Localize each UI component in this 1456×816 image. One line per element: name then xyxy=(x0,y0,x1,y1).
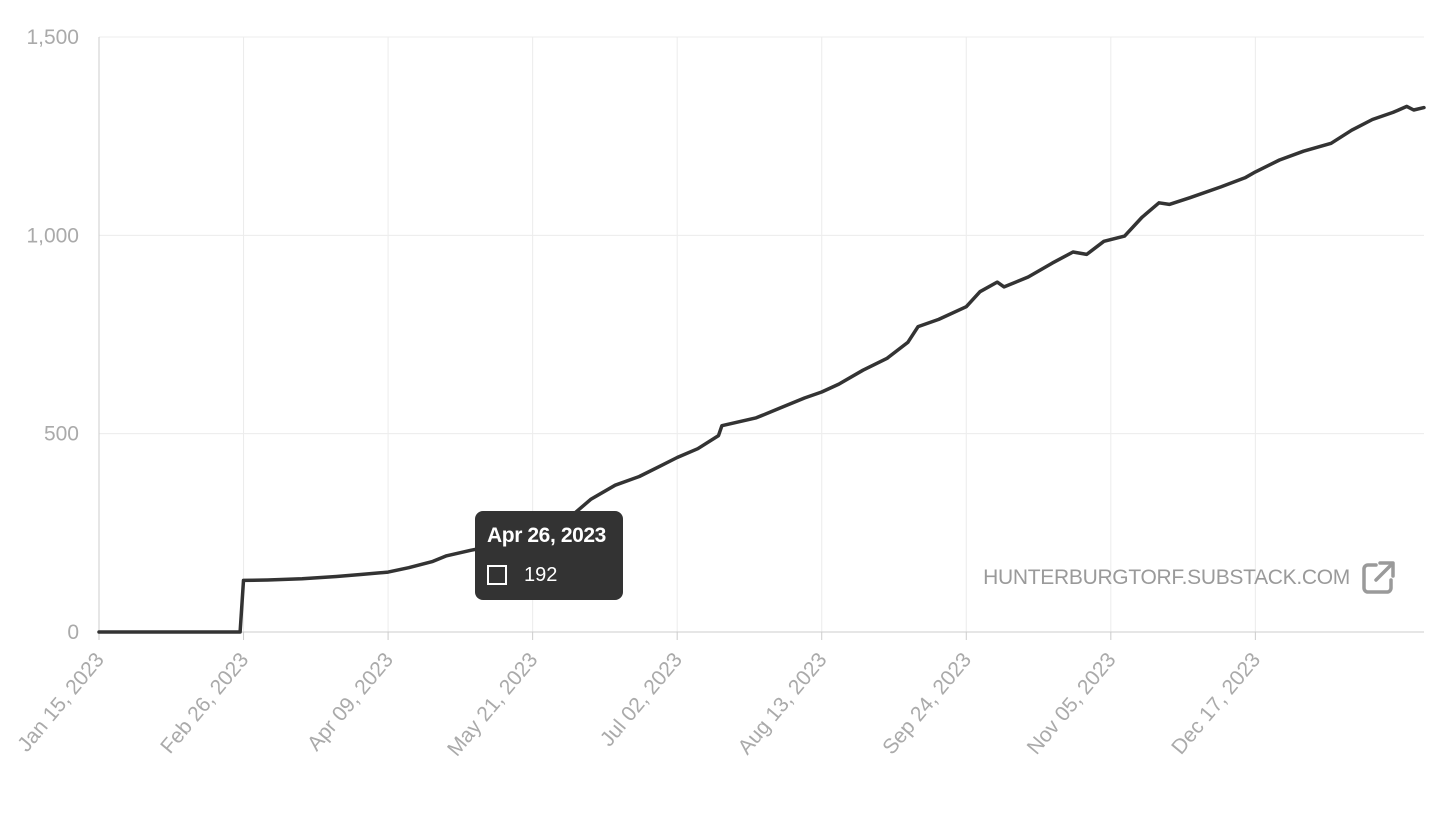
x-tick-label: Nov 05, 2023 xyxy=(1023,648,1121,758)
grid-lines xyxy=(99,36,1424,632)
series-group xyxy=(97,104,1426,634)
x-tick-label: May 21, 2023 xyxy=(443,648,542,760)
data-tooltip: Apr 26, 2023 192 xyxy=(475,511,623,600)
tooltip-date: Apr 26, 2023 xyxy=(487,524,606,547)
x-tick-label: Jan 15, 2023 xyxy=(13,648,109,756)
y-axis-ticks: 0 500 1,000 1,500 xyxy=(26,26,79,644)
x-tick-label: Dec 17, 2023 xyxy=(1167,648,1265,758)
source-link[interactable]: HUNTERBURGTORF.SUBSTACK.COM xyxy=(983,560,1396,596)
x-tick-label: Feb 26, 2023 xyxy=(156,648,253,758)
x-tick-label: Sep 24, 2023 xyxy=(878,648,976,759)
y-tick-label: 500 xyxy=(44,423,79,446)
x-tick-label: Jul 02, 2023 xyxy=(596,648,687,750)
y-tick-label: 0 xyxy=(67,621,79,644)
axes xyxy=(98,37,1424,640)
y-tick-label: 1,000 xyxy=(26,224,79,247)
x-axis-ticks: Jan 15, 2023 Feb 26, 2023 Apr 09, 2023 May … xyxy=(13,648,1265,760)
external-link-icon xyxy=(1362,561,1395,594)
series-line xyxy=(97,104,1426,634)
x-tick-label: Aug 13, 2023 xyxy=(734,648,832,759)
y-tick-label: 1,500 xyxy=(26,26,79,49)
x-tick-label: Apr 09, 2023 xyxy=(303,648,398,755)
series-swatch-icon xyxy=(487,565,507,585)
tooltip-value: 192 xyxy=(524,564,558,586)
source-label: HUNTERBURGTORF.SUBSTACK.COM xyxy=(983,566,1350,589)
